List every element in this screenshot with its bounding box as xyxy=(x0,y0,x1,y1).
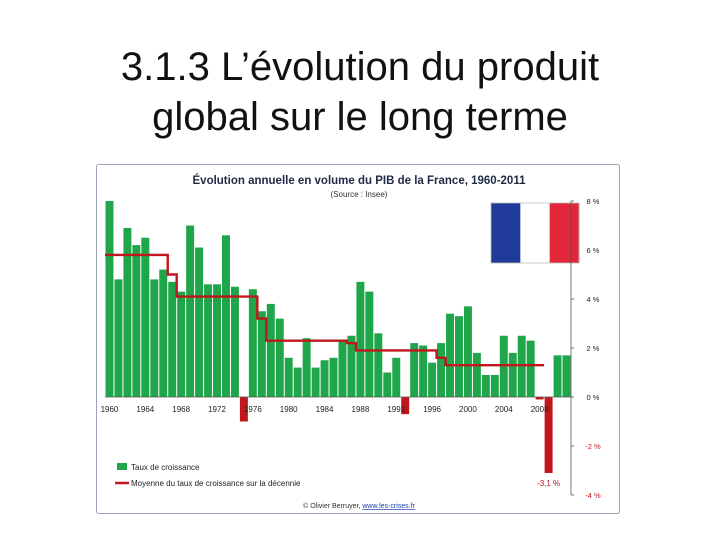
x-tick-label: 2008 xyxy=(531,405,549,414)
slide-title-line-1: 3.1.3 L’évolution du produit xyxy=(120,45,600,89)
chart-subtitle: (Source : Insee) xyxy=(331,190,388,199)
bar-1975 xyxy=(239,397,248,422)
bar-1992 xyxy=(392,357,401,397)
bar-1963 xyxy=(132,245,141,397)
x-tick-label: 1996 xyxy=(423,405,441,414)
chart-title: Évolution annuelle en volume du PIB de l… xyxy=(193,174,527,187)
bar-1980 xyxy=(284,357,293,397)
bar-2011 xyxy=(562,355,571,397)
bar-1984 xyxy=(320,360,329,397)
bar-1991 xyxy=(383,372,392,397)
x-tick-label: 1988 xyxy=(352,405,370,414)
bar-1960 xyxy=(105,201,114,397)
bar-1967 xyxy=(168,281,177,397)
bar-1996 xyxy=(428,362,437,397)
bar-2004 xyxy=(499,335,508,397)
bar-1976 xyxy=(248,289,257,397)
x-tick-label: 1964 xyxy=(136,405,154,414)
bar-1979 xyxy=(275,318,284,397)
bar-1966 xyxy=(159,269,168,397)
y-tick-label: 6 % xyxy=(587,246,600,255)
bar-1990 xyxy=(374,333,383,397)
bar-1968 xyxy=(177,291,186,397)
bar-1961 xyxy=(114,279,123,397)
credit-prefix: © Olivier Berruyer, xyxy=(303,502,362,510)
x-tick-label: 1976 xyxy=(244,405,262,414)
y-tick-label: 0 % xyxy=(587,393,600,402)
flag-stripe xyxy=(549,203,580,263)
bar-1970 xyxy=(195,247,204,397)
bar-1983 xyxy=(311,367,320,397)
x-tick-label: 2004 xyxy=(495,405,513,414)
bar-1995 xyxy=(419,345,428,397)
bar-2003 xyxy=(490,374,499,397)
bar-1981 xyxy=(293,367,302,397)
x-tick-label: 1980 xyxy=(280,405,298,414)
legend-bar-swatch xyxy=(117,463,127,470)
bar-2009 xyxy=(544,397,553,473)
bar-1997 xyxy=(437,343,446,397)
x-tick-label: 1984 xyxy=(316,405,334,414)
x-tick-label: 1992 xyxy=(387,405,405,414)
france-flag-icon xyxy=(490,202,580,264)
bar-1977 xyxy=(257,311,266,397)
flag-stripe xyxy=(491,203,521,263)
bar-1971 xyxy=(204,284,213,397)
credit-link[interactable]: www.les-crises.fr xyxy=(361,503,415,510)
bar-1973 xyxy=(222,235,230,397)
bars-group xyxy=(105,201,571,473)
bar-2006 xyxy=(517,335,526,397)
flag-stripe xyxy=(520,203,551,263)
legend: Taux de croissance Moyenne du taux de cr… xyxy=(115,463,301,488)
bar-1985 xyxy=(329,357,338,397)
average-step-line xyxy=(105,253,545,367)
bar-1978 xyxy=(266,303,275,397)
legend-line-label: Moyenne du taux de croissance sur la déc… xyxy=(131,479,301,488)
legend-bar-label: Taux de croissance xyxy=(131,463,200,472)
bar-1988 xyxy=(356,281,365,397)
bar-2002 xyxy=(481,374,490,397)
chart-frame: Évolution annuelle en volume du PIB de l… xyxy=(96,164,620,514)
x-tick-label: 2000 xyxy=(459,405,477,414)
bar-1969 xyxy=(186,225,195,397)
bar-2001 xyxy=(472,352,481,397)
y-tick-label: -4 % xyxy=(585,491,601,500)
slide-title-line-2: global sur le long terme xyxy=(152,95,568,139)
bar-2005 xyxy=(508,352,517,397)
x-tick-label: 1972 xyxy=(208,405,226,414)
flag-border xyxy=(490,202,580,264)
average-line-group xyxy=(105,253,545,367)
bar-1982 xyxy=(302,338,311,397)
y-tick-label: 4 % xyxy=(587,295,600,304)
bar-2007 xyxy=(526,340,535,397)
bar-2008 xyxy=(535,397,544,400)
x-tick-label: 1968 xyxy=(172,405,190,414)
bar-1986 xyxy=(338,340,347,397)
bar-1962 xyxy=(123,227,132,397)
y-tick-label: 8 % xyxy=(587,197,600,206)
bar-1993 xyxy=(401,397,410,415)
bar-1965 xyxy=(150,279,159,397)
bar-1989 xyxy=(365,291,374,397)
chart-credit: © Olivier Berruyer, www.les-crises.fr xyxy=(303,502,415,510)
gdp-growth-chart: Évolution annuelle en volume du PIB de l… xyxy=(101,174,601,510)
bar-1974 xyxy=(230,286,239,397)
bar-1987 xyxy=(347,335,356,397)
annotation-label: -3,1 % xyxy=(537,479,560,488)
bar-1964 xyxy=(141,237,150,397)
bar-2010 xyxy=(553,355,562,397)
bar-1999 xyxy=(455,316,463,397)
x-tick-label: 1960 xyxy=(101,405,119,414)
bar-1994 xyxy=(410,343,419,397)
bar-1972 xyxy=(213,284,221,397)
slide-title: 3.1.3 L’évolution du produit global sur … xyxy=(0,42,720,142)
y-tick-label: 2 % xyxy=(587,344,600,353)
bar-2000 xyxy=(463,306,472,397)
y-tick-label: -2 % xyxy=(585,442,601,451)
axes-group: 8 % 6 % 4 % 2 % 0 % -2 % -4 % 1960 1964 1968 1972 1… xyxy=(101,197,601,500)
bar-1998 xyxy=(446,313,454,397)
